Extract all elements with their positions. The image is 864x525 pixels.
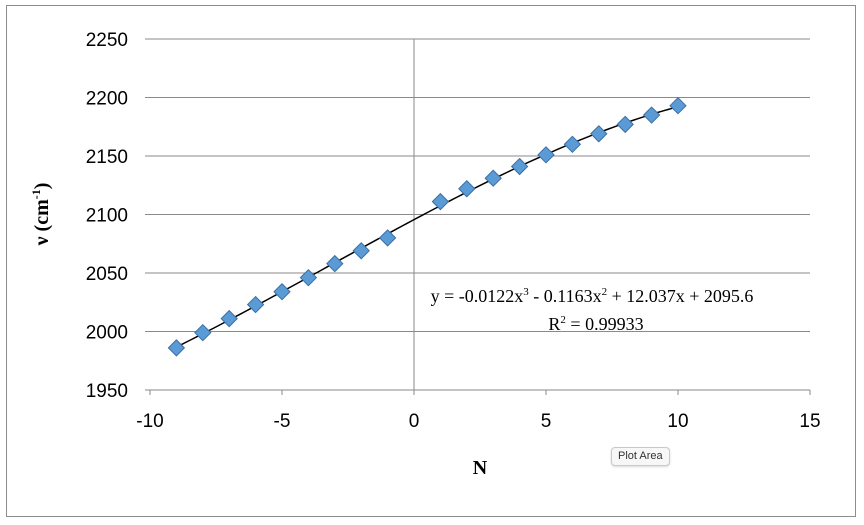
r-squared-label: R2 = 0.99933 <box>548 314 643 334</box>
x-tick-labels: -10 -5 0 5 10 15 <box>136 411 820 432</box>
r2-sup: 2 <box>560 314 566 326</box>
y-axis-title-sup: -1 <box>29 189 43 199</box>
data-point-5 <box>299 268 318 287</box>
y-tick-labels: 1950 2000 2050 2100 2150 2200 2250 <box>86 30 128 402</box>
trendline <box>176 105 679 348</box>
eqn-part-3: + 12.037x + 2095.6 <box>607 286 753 306</box>
grid-lines <box>150 38 810 332</box>
plot-area-tooltip: Plot Area <box>611 447 670 466</box>
y-tick-label-1: 2000 <box>86 323 128 344</box>
data-point-6 <box>326 254 344 273</box>
x-axis-title: N <box>473 457 488 479</box>
data-point-11 <box>484 169 502 187</box>
eqn-sup-3: 3 <box>523 286 529 298</box>
x-tick-label-5: 15 <box>799 411 820 432</box>
chart-frame <box>6 5 856 517</box>
y-tick-label-6: 2250 <box>86 30 128 51</box>
data-point-8 <box>378 229 397 247</box>
x-tick-label-3: 5 <box>541 411 552 432</box>
data-point-3 <box>246 295 265 314</box>
data-point-17 <box>642 106 661 124</box>
trendline-equation: y = -0.0122x3 - 0.1163x2 + 12.037x + 209… <box>431 286 754 306</box>
x-tick-label-0: -10 <box>136 411 163 432</box>
data-point-9 <box>431 192 450 211</box>
data-point-7 <box>352 242 370 260</box>
r2-part-2: = 0.99933 <box>566 314 644 334</box>
y-axis-title-close: ) <box>31 183 53 190</box>
eqn-part-2: - 0.1163x <box>529 286 602 306</box>
y-tick-label-5: 2200 <box>86 89 128 110</box>
data-point-18 <box>669 96 687 115</box>
data-point-1 <box>194 323 212 342</box>
data-point-13 <box>537 146 555 164</box>
data-point-12 <box>510 157 529 176</box>
y-tick-label-3: 2100 <box>86 206 128 227</box>
data-point-16 <box>616 115 634 134</box>
data-point-10 <box>458 180 476 198</box>
y-tick-label-2: 2050 <box>86 264 128 285</box>
x-tick-label-1: -5 <box>274 411 291 432</box>
y-axis-title-main: ν (cm <box>31 199 53 246</box>
data-point-14 <box>563 135 582 154</box>
x-tick-label-2: 0 <box>409 411 420 432</box>
eqn-sup-2: 2 <box>602 286 608 298</box>
data-point-0 <box>167 339 186 357</box>
data-point-2 <box>220 309 238 328</box>
r2-part-1: R <box>548 314 560 334</box>
data-points <box>167 96 687 357</box>
y-axis-title: ν (cm-1) <box>29 183 53 247</box>
eqn-part-1: y = -0.0122x <box>431 286 524 306</box>
y-tick-label-0: 1950 <box>86 381 128 402</box>
axes <box>145 38 811 395</box>
data-point-15 <box>590 125 608 143</box>
data-point-4 <box>273 283 291 301</box>
x-tick-label-4: 10 <box>667 411 688 432</box>
y-tick-label-4: 2150 <box>86 147 128 168</box>
